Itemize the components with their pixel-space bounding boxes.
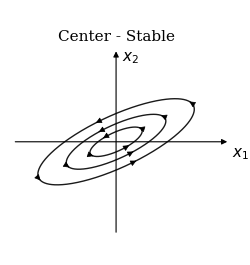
Text: $x_2$: $x_2$ — [122, 50, 139, 66]
Text: Center - Stable: Center - Stable — [58, 30, 174, 44]
Text: $x_1$: $x_1$ — [232, 146, 250, 162]
